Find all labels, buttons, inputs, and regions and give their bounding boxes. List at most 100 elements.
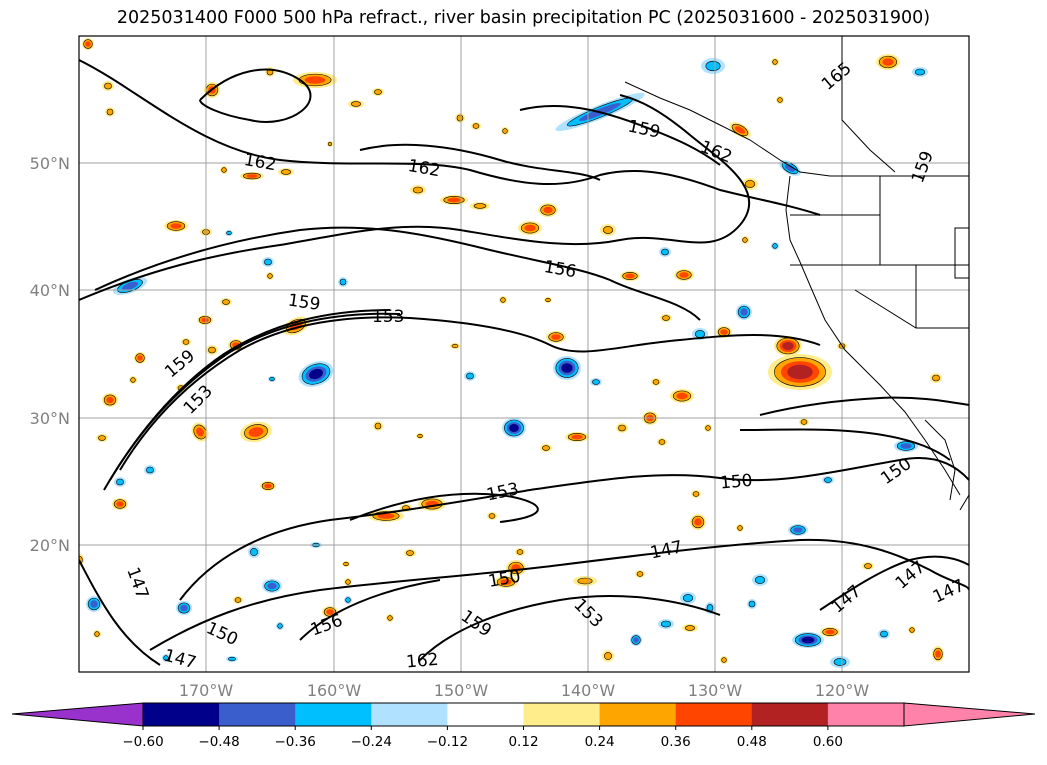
contour-147	[149, 538, 969, 651]
positive-precip-patch	[721, 657, 727, 663]
positive-precip-patch	[658, 439, 666, 445]
contour-150-e	[739, 428, 951, 461]
contour-label-159-b: 159	[287, 291, 322, 315]
contour-162-north	[199, 68, 312, 123]
positive-precip-patch	[652, 379, 660, 385]
positive-precip-patch	[500, 579, 512, 585]
lon-label-140w: 140°W	[561, 681, 616, 700]
positive-precip-patch	[170, 223, 182, 229]
positive-precip-patch	[744, 180, 756, 188]
positive-precip-patch	[137, 355, 143, 361]
contour-label-153-a: 153	[372, 307, 404, 327]
positive-precip-patch	[345, 579, 351, 585]
coastlines	[624, 36, 969, 511]
positive-precip-patch	[720, 329, 728, 335]
negative-precip-patch	[345, 597, 351, 603]
negative-precip-patch	[784, 164, 796, 172]
negative-precip-patch	[880, 630, 888, 638]
positive-precip-patch	[85, 41, 91, 47]
positive-precip-patch	[304, 76, 326, 84]
positive-precip-patch	[800, 419, 808, 425]
positive-precip-patch	[734, 126, 746, 134]
colorbar-tick-label: −0.48	[198, 734, 239, 750]
positive-precip-patch	[679, 272, 689, 278]
positive-precip-patch	[935, 650, 941, 658]
positive-precip-patch	[451, 343, 459, 349]
negative-precip-patch	[226, 230, 232, 236]
contour-156-south	[299, 579, 441, 641]
positive-precip-patch	[577, 577, 593, 585]
positive-precip-patch	[374, 422, 382, 430]
contour-label-150-a: 150	[719, 471, 753, 494]
longitude-labels: 170°W 160°W 150°W 140°W 130°W 120°W	[179, 681, 870, 700]
positive-precip-patch	[932, 374, 940, 382]
contour-156-mid	[359, 143, 601, 181]
positive-precip-patch	[94, 631, 100, 637]
negative-precip-patch	[228, 656, 236, 662]
positive-precip-patch	[248, 427, 264, 437]
negative-precip-patch	[264, 258, 272, 266]
colorbar-bin	[219, 703, 296, 726]
positive-precip-patch	[551, 334, 561, 340]
contour-147-e	[819, 555, 969, 611]
negative-precip-patch	[466, 372, 474, 380]
lat-label-40n: 40°N	[30, 281, 70, 300]
colorbar-under-arrow	[11, 702, 144, 727]
colorbar-tick-label: 0.24	[585, 734, 615, 750]
negative-precip-patch	[269, 376, 275, 382]
negative-precip-patch	[824, 477, 832, 483]
lat-label-30n: 30°N	[30, 409, 70, 428]
positive-precip-patch	[571, 434, 583, 440]
contour-162	[79, 59, 821, 216]
negative-precip-patch	[754, 576, 766, 584]
negative-precip-patch	[122, 281, 138, 291]
positive-precip-patch	[502, 128, 508, 134]
positive-precip-patch	[196, 427, 204, 437]
negative-precip-patch	[705, 60, 721, 72]
positive-precip-patch	[864, 563, 872, 569]
negative-precip-patch	[914, 68, 926, 76]
positive-precip-patch	[98, 435, 106, 441]
positive-precip-patch	[374, 89, 382, 95]
colorbar-tick-label: −0.24	[351, 734, 392, 750]
colorbar-bin	[599, 703, 677, 726]
negative-precip-patch	[561, 363, 573, 373]
negative-precip-patch	[740, 308, 748, 316]
positive-precip-patch	[456, 114, 464, 122]
positive-precip-patch	[326, 609, 334, 615]
negative-precip-patch	[90, 600, 98, 608]
positive-precip-patch	[676, 392, 688, 400]
positive-precip-patch	[524, 224, 536, 232]
positive-precip-patch	[350, 101, 362, 107]
positive-precip-patch	[246, 174, 258, 178]
contour-153-e	[759, 396, 969, 416]
positive-precip-patch	[543, 206, 553, 214]
negative-precip-patch	[180, 604, 188, 612]
positive-precip-patch	[625, 273, 635, 279]
negative-precip-patch	[592, 379, 600, 385]
positive-precip-patch	[705, 425, 711, 431]
negative-precip-patch	[793, 527, 803, 533]
positive-precip-patch	[692, 491, 700, 497]
colorbar-bin	[675, 703, 753, 726]
refractivity-contours	[79, 59, 969, 666]
positive-precip-patch	[737, 525, 743, 531]
contour-147-b	[79, 559, 161, 666]
colorbar-tick-label: 0.60	[813, 734, 843, 750]
colorbar-tick-label: 0.48	[737, 734, 767, 750]
positive-precip-patch	[104, 82, 112, 90]
positive-precip-patch	[516, 549, 524, 555]
positive-precip-patch	[106, 108, 114, 116]
positive-precip-patch	[280, 169, 292, 175]
lon-label-160w: 160°W	[307, 681, 362, 700]
lon-label-170w: 170°W	[179, 681, 234, 700]
negative-precip-patch	[801, 636, 815, 644]
positive-precip-patch	[201, 317, 209, 323]
colorbar-tick-label: −0.60	[122, 734, 163, 750]
positive-precip-patch	[327, 141, 333, 147]
positive-precip-patch	[472, 123, 480, 129]
contour-159-south	[419, 595, 721, 661]
positive-precip-patch	[782, 342, 794, 350]
lat-label-50n: 50°N	[30, 154, 70, 173]
contour-label-162-d: 162	[405, 650, 439, 673]
